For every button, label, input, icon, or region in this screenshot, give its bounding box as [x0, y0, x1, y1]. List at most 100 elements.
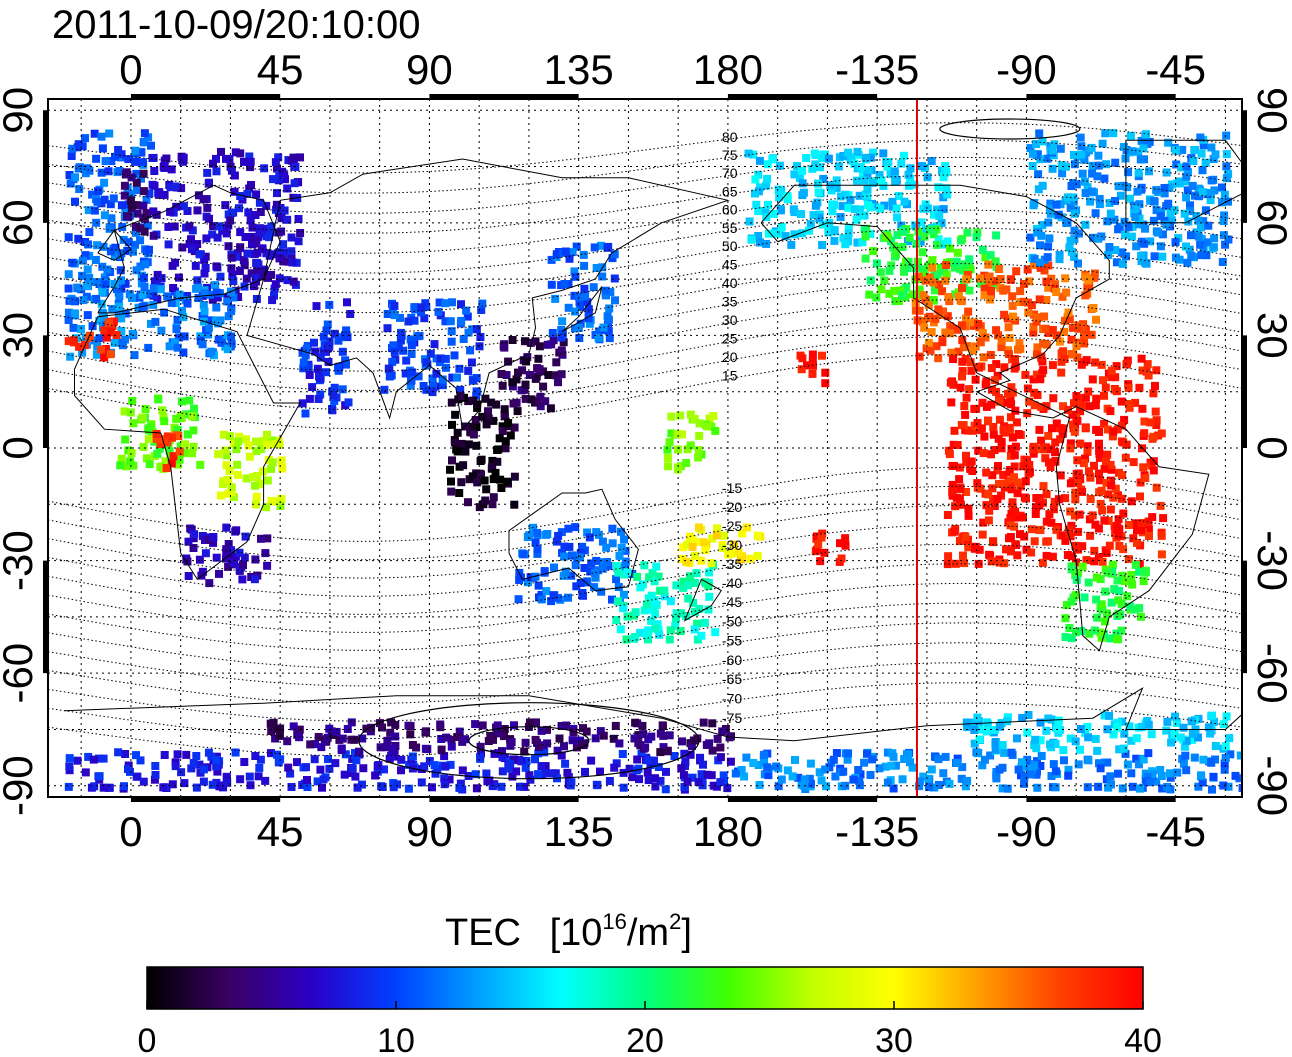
tec-cell — [504, 357, 513, 366]
tec-cell — [117, 276, 125, 285]
tec-cell — [987, 557, 996, 566]
tec-cell — [557, 751, 566, 760]
tec-cell — [165, 342, 174, 351]
tec-cell — [941, 162, 950, 170]
tec-cell — [101, 280, 110, 289]
tec-cell — [866, 771, 875, 779]
tec-cell — [440, 752, 449, 761]
tec-cell — [965, 385, 974, 394]
tec-cell — [497, 484, 506, 492]
tec-cell — [534, 581, 543, 590]
tec-cell — [65, 171, 74, 179]
tec-cell — [110, 338, 119, 347]
tec-cell — [245, 184, 254, 193]
tec-cell — [814, 179, 822, 188]
tec-cell — [222, 461, 231, 470]
tec-cell — [903, 750, 911, 759]
tec-cell — [1197, 149, 1206, 158]
tec-cell — [1103, 725, 1112, 734]
tec-cell — [597, 241, 605, 250]
tec-cell — [950, 263, 959, 272]
tec-cell — [1080, 593, 1089, 602]
tec-cell — [1120, 415, 1129, 424]
tec-cell — [1100, 464, 1109, 473]
tec-cell — [1105, 243, 1114, 251]
tec-cell — [1020, 779, 1029, 788]
tec-cell — [665, 438, 674, 447]
tec-cell — [1162, 220, 1171, 229]
tec-cell — [437, 735, 446, 743]
tec-cell — [1222, 150, 1231, 159]
tec-cell — [350, 735, 359, 744]
tec-cell — [251, 211, 260, 219]
tec-cell — [1081, 220, 1090, 229]
tec-cell — [468, 325, 477, 334]
tec-cell — [1072, 575, 1081, 584]
tec-cell — [90, 782, 99, 791]
tec-cell — [164, 240, 173, 249]
tec-cell — [839, 234, 848, 243]
tec-region — [731, 748, 1242, 794]
tec-cell — [1157, 531, 1166, 540]
tec-cell — [408, 336, 417, 345]
tec-cell — [817, 776, 826, 785]
tec-cell — [224, 489, 233, 498]
tec-cell — [701, 546, 710, 555]
tec-cell — [64, 308, 73, 317]
tec-cell — [776, 206, 785, 215]
tec-cell — [816, 557, 825, 566]
tec-cell — [856, 163, 865, 172]
tec-cell — [883, 778, 892, 787]
tec-cell — [1106, 407, 1115, 416]
tec-cell — [1096, 628, 1105, 637]
tec-cell — [1139, 144, 1148, 153]
tec-cell — [1032, 494, 1041, 502]
tec-cell — [106, 200, 115, 209]
tec-cell — [689, 598, 698, 607]
tec-cell — [233, 470, 242, 479]
tec-cell — [212, 167, 221, 176]
tec-cell — [320, 735, 329, 744]
tec-cell — [647, 616, 656, 625]
tec-cell — [1061, 536, 1070, 545]
tec-cell — [1078, 169, 1087, 178]
tec-cell — [1109, 129, 1118, 138]
tec-cell — [380, 765, 388, 774]
tec-cell — [209, 222, 218, 231]
tec-cell — [1182, 193, 1191, 202]
tec-cell — [860, 758, 869, 767]
tec-cell — [942, 261, 951, 270]
tec-cell — [1218, 183, 1226, 192]
tec-cell — [204, 330, 213, 339]
tec-cell — [984, 260, 993, 269]
tec-cell — [576, 553, 585, 562]
tec-cell — [178, 243, 187, 252]
coastline — [561, 286, 603, 333]
tec-cell — [783, 192, 792, 200]
tec-cell — [185, 396, 194, 405]
tec-cell — [1033, 767, 1041, 776]
tec-cell — [1128, 147, 1137, 156]
tec-cell — [1074, 527, 1083, 536]
tec-cell — [590, 243, 599, 252]
tec-cell — [1119, 545, 1128, 554]
tec-cell — [742, 753, 751, 762]
tec-cell — [1043, 253, 1052, 262]
tec-cell — [228, 270, 237, 279]
tec-cell — [1077, 627, 1086, 635]
tec-cell — [541, 769, 550, 778]
tec-cell — [1104, 251, 1113, 259]
tec-cell — [457, 478, 466, 487]
tec-cell — [122, 462, 131, 471]
tec-cell — [266, 228, 275, 237]
tec-cell — [1124, 521, 1133, 529]
tec-cell — [865, 290, 874, 299]
tec-cell — [406, 722, 415, 731]
tec-cell — [1050, 497, 1059, 506]
tec-cell — [219, 430, 228, 439]
tec-cell — [1137, 722, 1146, 731]
tec-cell — [471, 416, 480, 424]
tec-cell — [1036, 241, 1044, 250]
tec-cell — [1171, 712, 1179, 721]
